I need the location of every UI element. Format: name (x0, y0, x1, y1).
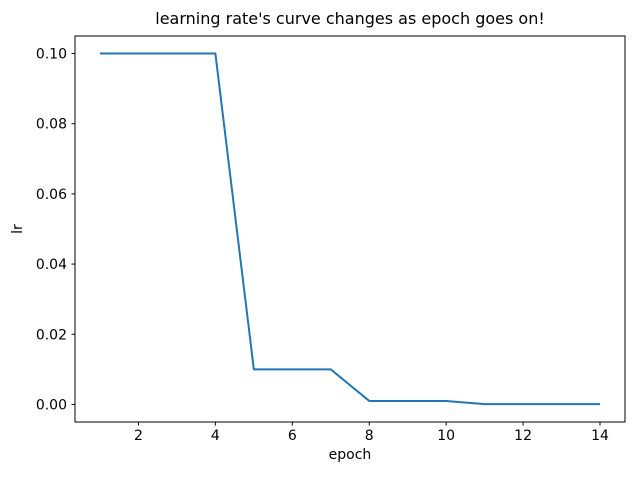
y-tick-label: 0.00 (36, 397, 67, 413)
x-tick-label: 12 (514, 428, 532, 444)
x-tick-label: 6 (288, 428, 297, 444)
y-tick-label: 0.06 (36, 187, 67, 203)
x-tick-label: 8 (365, 428, 374, 444)
y-axis-label: lr (10, 224, 26, 234)
x-tick-label: 10 (437, 428, 455, 444)
x-tick-label: 2 (134, 428, 143, 444)
y-tick-label: 0.10 (36, 47, 67, 63)
ticks-layer: 2 4 6 8 10 12 14 0.00 0.02 0.04 0.06 0.08 0.10 (36, 47, 609, 444)
x-axis-label: epoch (329, 447, 372, 463)
chart-title: learning rate's curve changes as epoch g… (155, 9, 545, 28)
axes-frame (74, 35, 626, 423)
x-tick-label: 4 (211, 428, 220, 444)
y-tick-label: 0.02 (36, 327, 67, 343)
x-tick-label: 14 (591, 428, 609, 444)
series-layer (100, 52, 600, 406)
y-tick-label: 0.04 (36, 257, 67, 273)
y-tick-label: 0.08 (36, 117, 67, 133)
lr-curve-line (100, 52, 600, 406)
